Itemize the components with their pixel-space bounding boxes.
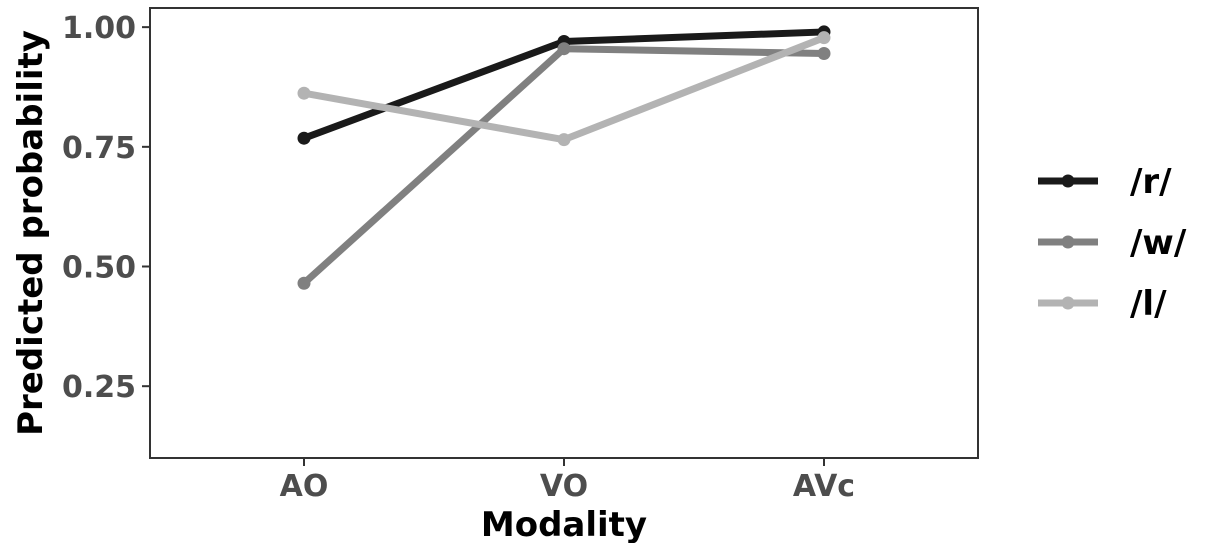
- legend-key-point: [1061, 174, 1075, 188]
- data-point-w: [557, 42, 571, 56]
- legend-item-l: /l/: [1038, 284, 1167, 324]
- x-tick-label: VO: [540, 469, 588, 504]
- y-tick-label: 1.00: [62, 11, 136, 46]
- legend-key-point: [1061, 296, 1075, 310]
- legend-key-point: [1061, 235, 1075, 249]
- legend: /r/ /w/ /l/: [1038, 162, 1187, 324]
- plot-panel: [149, 7, 979, 459]
- legend-item-r: /r/: [1038, 162, 1172, 202]
- data-point-w: [817, 46, 831, 60]
- series-w: [297, 42, 831, 290]
- data-point-w: [297, 276, 311, 290]
- data-point-l: [817, 31, 831, 45]
- series-l: [297, 31, 831, 147]
- legend-label: /r/: [1130, 162, 1172, 202]
- legend-label: /w/: [1130, 223, 1187, 263]
- series-layer: [297, 25, 831, 290]
- y-axis: 0.25 0.50 0.75 1.00: [62, 11, 150, 405]
- x-tick-label: AVc: [793, 469, 855, 504]
- y-tick-label: 0.50: [62, 251, 136, 286]
- y-tick-label: 0.25: [62, 370, 136, 405]
- data-point-r: [297, 131, 311, 145]
- x-axis-title: Modality: [481, 505, 647, 543]
- legend-item-w: /w/: [1038, 223, 1187, 263]
- y-axis-title: Predicted probability: [11, 30, 51, 436]
- y-tick-label: 0.75: [62, 131, 136, 166]
- x-axis: AO VO AVc: [280, 458, 855, 504]
- data-point-l: [297, 86, 311, 100]
- x-tick-label: AO: [280, 469, 329, 504]
- data-point-l: [557, 133, 571, 147]
- legend-label: /l/: [1130, 284, 1167, 324]
